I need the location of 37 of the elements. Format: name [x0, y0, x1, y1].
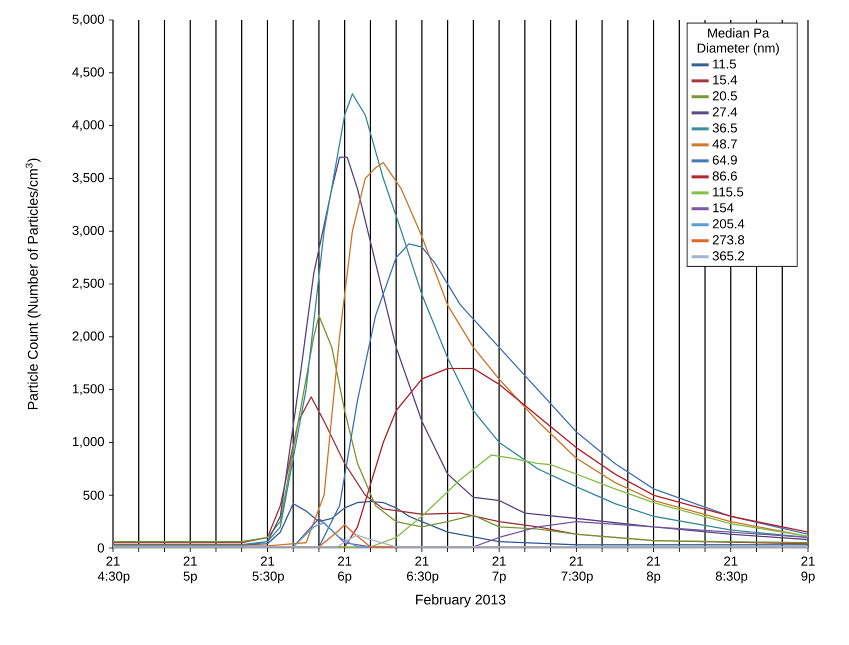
legend-label: 27.4 [712, 107, 738, 116]
x-axis-title: February 2013 [416, 594, 506, 608]
legend-label: 86.6 [712, 171, 737, 181]
x-tick-label: 21 4:30p [98, 556, 130, 584]
x-tick-label: 21 6:30p [407, 556, 438, 584]
y-tick-label: 1,500 [72, 384, 104, 395]
y-tick-label: 5,000 [72, 14, 104, 26]
legend-label: 36.5 [712, 123, 737, 133]
legend-label: 154 [713, 203, 734, 212]
y-tick-label: 2,000 [72, 331, 104, 342]
y-axis-title: Particle Count (Number of Particles/cm$^{3}$) [26, 158, 41, 410]
y-tick-label: 4,000 [72, 120, 104, 131]
y-tick-label: 3,500 [72, 173, 104, 184]
legend-label: 365.2 [712, 251, 744, 260]
x-tick-label: 21 9p [801, 556, 815, 584]
legend-label: 11.5 [713, 59, 736, 69]
legend-title: Median Pa Diameter (nm) [698, 28, 779, 56]
x-tick-label: 21 5p [184, 556, 197, 584]
x-tick-label: 21 7:30p [562, 556, 593, 584]
x-tick-label: 21 7p [492, 556, 506, 584]
legend-label: 205.4 [712, 219, 744, 228]
x-tick-label: 21 5:30p [252, 556, 284, 584]
y-tick-label: 3,000 [72, 226, 104, 237]
x-tick-label: 21 8:30p [716, 556, 748, 584]
y-tick-label: 500 [83, 490, 104, 500]
x-tick-label: 21 6p [338, 556, 352, 584]
y-tick-label: 1,000 [72, 437, 104, 448]
legend-label: 20.5 [712, 91, 737, 100]
x-tick-label: 21 8p [646, 556, 660, 584]
y-tick-label: 0 [98, 543, 104, 553]
legend-label: 115.5 [713, 187, 744, 197]
legend-label: 15.4 [713, 75, 738, 84]
legend-label: 64.9 [712, 155, 737, 165]
y-tick-label: 4,500 [72, 67, 104, 78]
legend-label: 273.8 [712, 235, 744, 244]
y-tick-label: 2,500 [72, 278, 104, 290]
legend-label: 48.7 [712, 139, 737, 149]
